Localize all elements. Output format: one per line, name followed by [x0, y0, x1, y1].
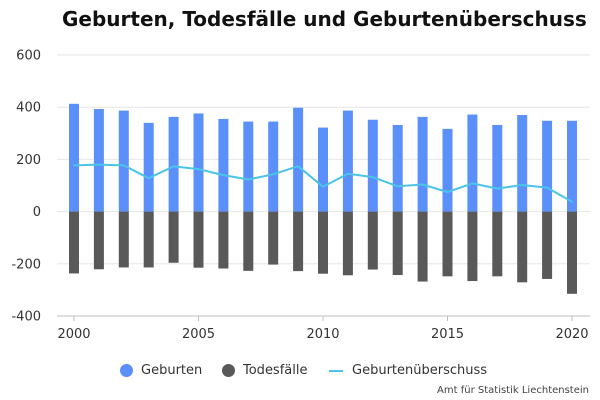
- bar-deaths: [467, 211, 478, 282]
- legend: Geburten Todesfälle Geburtenüberschuss: [0, 363, 600, 381]
- bar-deaths: [318, 211, 328, 274]
- bar-births: [193, 113, 204, 212]
- bar-births: [243, 121, 254, 212]
- bar-births: [293, 107, 304, 212]
- x-tick-label: 2020: [555, 327, 588, 342]
- bar-deaths: [567, 211, 577, 294]
- chart-title: Geburten, Todesfälle und Geburtenübersch…: [62, 7, 587, 31]
- legend-swatch-births: [120, 364, 133, 377]
- y-tick-label: 600: [16, 49, 41, 64]
- legend-label-deaths: Todesfälle: [243, 363, 308, 378]
- bar-births: [567, 120, 577, 212]
- y-tick-label: 200: [16, 153, 41, 168]
- bar-births: [367, 119, 378, 212]
- bar-deaths: [218, 211, 229, 269]
- y-tick-label: -400: [11, 310, 41, 325]
- x-tick-label: 2015: [431, 327, 464, 342]
- bar-births: [168, 116, 179, 212]
- bar-deaths: [168, 211, 179, 263]
- bar-births: [118, 110, 129, 212]
- legend-item-births[interactable]: Geburten: [120, 363, 202, 378]
- bar-deaths: [342, 211, 353, 276]
- bar-deaths: [293, 211, 304, 272]
- bar-births: [268, 121, 279, 212]
- bar-deaths: [193, 211, 204, 268]
- bar-births: [492, 124, 503, 212]
- bar-births: [467, 114, 478, 212]
- bar-births: [392, 124, 403, 212]
- bar-births: [342, 110, 353, 212]
- line-surplus: [73, 163, 573, 203]
- source-credit: Amt für Statistik Liechtenstein: [437, 385, 589, 396]
- bar-deaths: [417, 211, 428, 282]
- bar-deaths: [492, 211, 503, 277]
- bar-deaths: [268, 211, 279, 265]
- legend-label-surplus: Geburtenüberschuss: [352, 363, 488, 378]
- legend-item-deaths[interactable]: Todesfälle: [222, 363, 307, 378]
- bar-births: [542, 120, 553, 212]
- bar-births: [517, 115, 528, 212]
- bar-deaths: [69, 211, 79, 274]
- y-tick-label: -200: [11, 257, 41, 272]
- bar-births: [417, 116, 428, 212]
- bar-births: [218, 118, 229, 212]
- x-tick-label: 2000: [57, 327, 90, 342]
- x-tick-label: 2005: [182, 327, 215, 342]
- bar-births: [143, 122, 154, 212]
- y-tick-label: 400: [16, 101, 41, 116]
- x-tick-label: 2010: [306, 327, 339, 342]
- legend-swatch-surplus: [329, 369, 343, 372]
- legend-swatch-deaths: [222, 364, 235, 377]
- bar-deaths: [517, 211, 528, 283]
- bar-deaths: [392, 211, 403, 276]
- legend-label-births: Geburten: [141, 363, 203, 378]
- bar-deaths: [118, 211, 129, 268]
- bar-deaths: [367, 211, 378, 270]
- bar-deaths: [93, 211, 104, 270]
- bar-births: [93, 109, 104, 212]
- bar-deaths: [143, 211, 154, 268]
- bar-deaths: [442, 211, 453, 277]
- bar-births: [318, 127, 328, 212]
- bar-deaths: [542, 211, 553, 279]
- bar-deaths: [243, 211, 254, 271]
- y-tick-label: 0: [33, 205, 41, 220]
- legend-item-surplus[interactable]: Geburtenüberschuss: [329, 363, 487, 378]
- bar-births: [69, 103, 79, 212]
- bar-births: [442, 128, 453, 212]
